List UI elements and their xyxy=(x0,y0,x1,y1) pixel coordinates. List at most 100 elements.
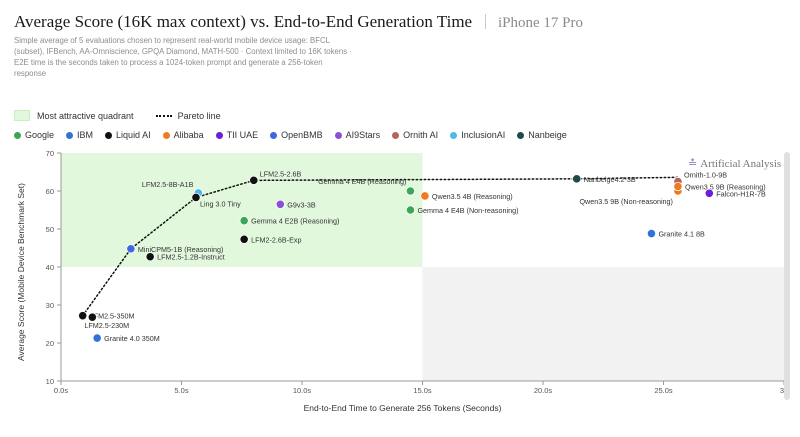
point-label: G9v3-3B xyxy=(287,200,316,209)
chart-header: Average Score (16K max context) vs. End-… xyxy=(14,12,583,32)
chart-title: Average Score (16K max context) vs. End-… xyxy=(14,12,473,31)
point-label: Gemma 4 E4B (Non-reasoning) xyxy=(417,206,518,215)
legend-item-tii-uae[interactable]: TII UAE xyxy=(215,130,259,140)
legend-item-inclusionai[interactable]: InclusionAI xyxy=(450,130,505,140)
point-label: Granite 4.0 350M xyxy=(104,334,160,343)
legend-item-alibaba[interactable]: Alibaba xyxy=(162,130,204,140)
point-label: LFM2.5-2.6B xyxy=(260,169,302,178)
y-tick-label: 30 xyxy=(46,301,54,310)
slow-low-region xyxy=(422,267,784,381)
point-qwen3-5-9b-reasoning[interactable] xyxy=(673,181,683,192)
legend-dot xyxy=(334,131,342,139)
x-tick-label: 5.0s xyxy=(174,386,188,395)
point-label: LFM2.5-230M xyxy=(84,321,129,330)
legend-item-google[interactable]: Google xyxy=(14,130,54,140)
legend-label: InclusionAI xyxy=(461,130,506,140)
point-label: LFM2.5-350M xyxy=(90,312,135,321)
quadrant-legend-label: Most attractive quadrant xyxy=(37,110,134,121)
quadrant-legend: Most attractive quadrant Pareto line xyxy=(14,110,221,121)
point-lfm2-5-1-2b-instruct[interactable] xyxy=(145,252,155,262)
point-label: LFM2.5-1.2B-Instruct xyxy=(157,253,225,262)
legend-dot xyxy=(270,131,278,139)
watermark-text: Artificial Analysis xyxy=(700,157,782,170)
x-tick-label: 20.0s xyxy=(534,386,553,395)
y-tick-label: 50 xyxy=(46,225,54,234)
legend-item-liquid-ai[interactable]: Liquid AI xyxy=(105,130,151,140)
legend-item-ornith-ai[interactable]: Ornith AI xyxy=(392,130,438,140)
point-lfm2-5-230m[interactable] xyxy=(87,312,97,322)
legend-label: Alibaba xyxy=(173,130,204,140)
point-lfm2-5-2-6b[interactable] xyxy=(249,175,259,185)
pareto-legend-label: Pareto line xyxy=(177,110,221,121)
legend-label: TII UAE xyxy=(226,130,259,140)
pareto-swatch xyxy=(155,114,172,117)
quadrant-swatch xyxy=(14,110,30,121)
legend-dot xyxy=(450,131,458,139)
pareto-line xyxy=(81,176,679,317)
point-label: Ornith-1.0-9B xyxy=(684,171,727,180)
point-nanbeige4-2-3b[interactable] xyxy=(572,174,582,184)
point-label: Ling 3.0 Tiny xyxy=(200,199,241,208)
legend-item-openbmb[interactable]: OpenBMB xyxy=(270,130,323,140)
legend-dot xyxy=(66,131,74,139)
y-tick-label: 20 xyxy=(46,339,54,348)
legend-dot xyxy=(14,131,21,139)
legend-dot xyxy=(215,131,223,139)
point-label: Qwen3.5 4B (Reasoning) xyxy=(432,192,513,201)
y-axis-title: Average Score (Mobile Device Benchmark S… xyxy=(16,183,26,361)
point-label: Granite 4.1 8B xyxy=(658,230,705,239)
y-tick-label: 70 xyxy=(46,149,54,158)
point-gemma-4-e2b-reasoning[interactable] xyxy=(239,216,249,226)
point-label: Qwen3.5 9B (Reasoning) xyxy=(685,182,766,191)
y-tick-label: 60 xyxy=(46,187,54,196)
legend-label: AI9Stars xyxy=(345,130,381,140)
y-tick-label: 10 xyxy=(46,377,54,386)
legend-label: OpenBMB xyxy=(281,130,323,140)
title-divider xyxy=(484,14,486,29)
artificial-analysis-logo-icon: ≛ xyxy=(688,157,698,170)
point-gemma-4-e4b-reasoning[interactable] xyxy=(405,186,416,196)
point-falcon-h1r-7b[interactable] xyxy=(704,188,714,198)
legend-label: Liquid AI xyxy=(116,130,151,140)
legend-label: Ornith AI xyxy=(403,130,439,140)
org-legend: Google IBM Liquid AI Alibaba TII UAE OpenBMB A… xyxy=(14,130,579,140)
point-label: LFM2-2.6B-Exp xyxy=(251,235,301,244)
point-label: Gemma 4 E4B (Reasoning) xyxy=(318,177,406,186)
legend-dot xyxy=(517,131,525,139)
point-lfm2-5-350m[interactable] xyxy=(78,311,88,321)
point-label: Gemma 4 E2B (Reasoning) xyxy=(251,217,339,226)
point-lfm2-2-6b-exp[interactable] xyxy=(239,234,249,244)
point-granite-4-0-350m[interactable] xyxy=(92,333,102,343)
watermark: ≛ Artificial Analysis xyxy=(688,157,781,170)
legend-dot xyxy=(392,131,400,139)
point-ling-3-0-tiny[interactable] xyxy=(191,192,201,203)
legend-label: Nanbeige xyxy=(528,130,567,140)
point-g9v3-3b[interactable] xyxy=(275,199,285,209)
point-label: LFM2.5-8B-A1B xyxy=(142,180,194,189)
point-label: Qwen3.5 9B (Non-reasoning) xyxy=(579,197,673,206)
legend-item-ai9stars[interactable]: AI9Stars xyxy=(334,130,381,140)
x-axis-title: End-to-End Time to Generate 256 Tokens (… xyxy=(304,403,502,413)
point-label: Nanbeige4.2-3B xyxy=(584,175,636,184)
chart-subtitle: Simple average of 5 evaluations chosen t… xyxy=(14,36,352,78)
legend-item-ibm[interactable]: IBM xyxy=(66,130,93,140)
x-tick-label: 25.0s xyxy=(654,386,673,395)
point-minicpm5-1b-reasoning[interactable] xyxy=(126,244,136,254)
attractive-quadrant xyxy=(61,153,423,267)
legend-label: IBM xyxy=(77,130,94,140)
x-tick-label: 10.0s xyxy=(293,386,312,395)
point-granite-4-1-8b[interactable] xyxy=(646,228,657,239)
chart-scrollbar[interactable] xyxy=(784,152,790,400)
legend-dot xyxy=(162,131,170,139)
point-label: Falcon-H1R-7B xyxy=(716,189,766,198)
point-gemma-4-e4b-non-reasoning[interactable] xyxy=(405,205,416,215)
y-tick-label: 40 xyxy=(46,263,54,272)
legend-dot xyxy=(105,131,113,139)
x-tick-label: 15.0s xyxy=(413,386,432,395)
x-tick-label: 0.0s xyxy=(54,386,68,395)
legend-item-nanbeige[interactable]: Nanbeige xyxy=(517,130,567,140)
point-label: MiniCPM5-1B (Reasoning) xyxy=(138,245,223,254)
legend-label: Google xyxy=(25,130,55,140)
point-qwen3-5-4b-reasoning[interactable] xyxy=(420,191,430,201)
